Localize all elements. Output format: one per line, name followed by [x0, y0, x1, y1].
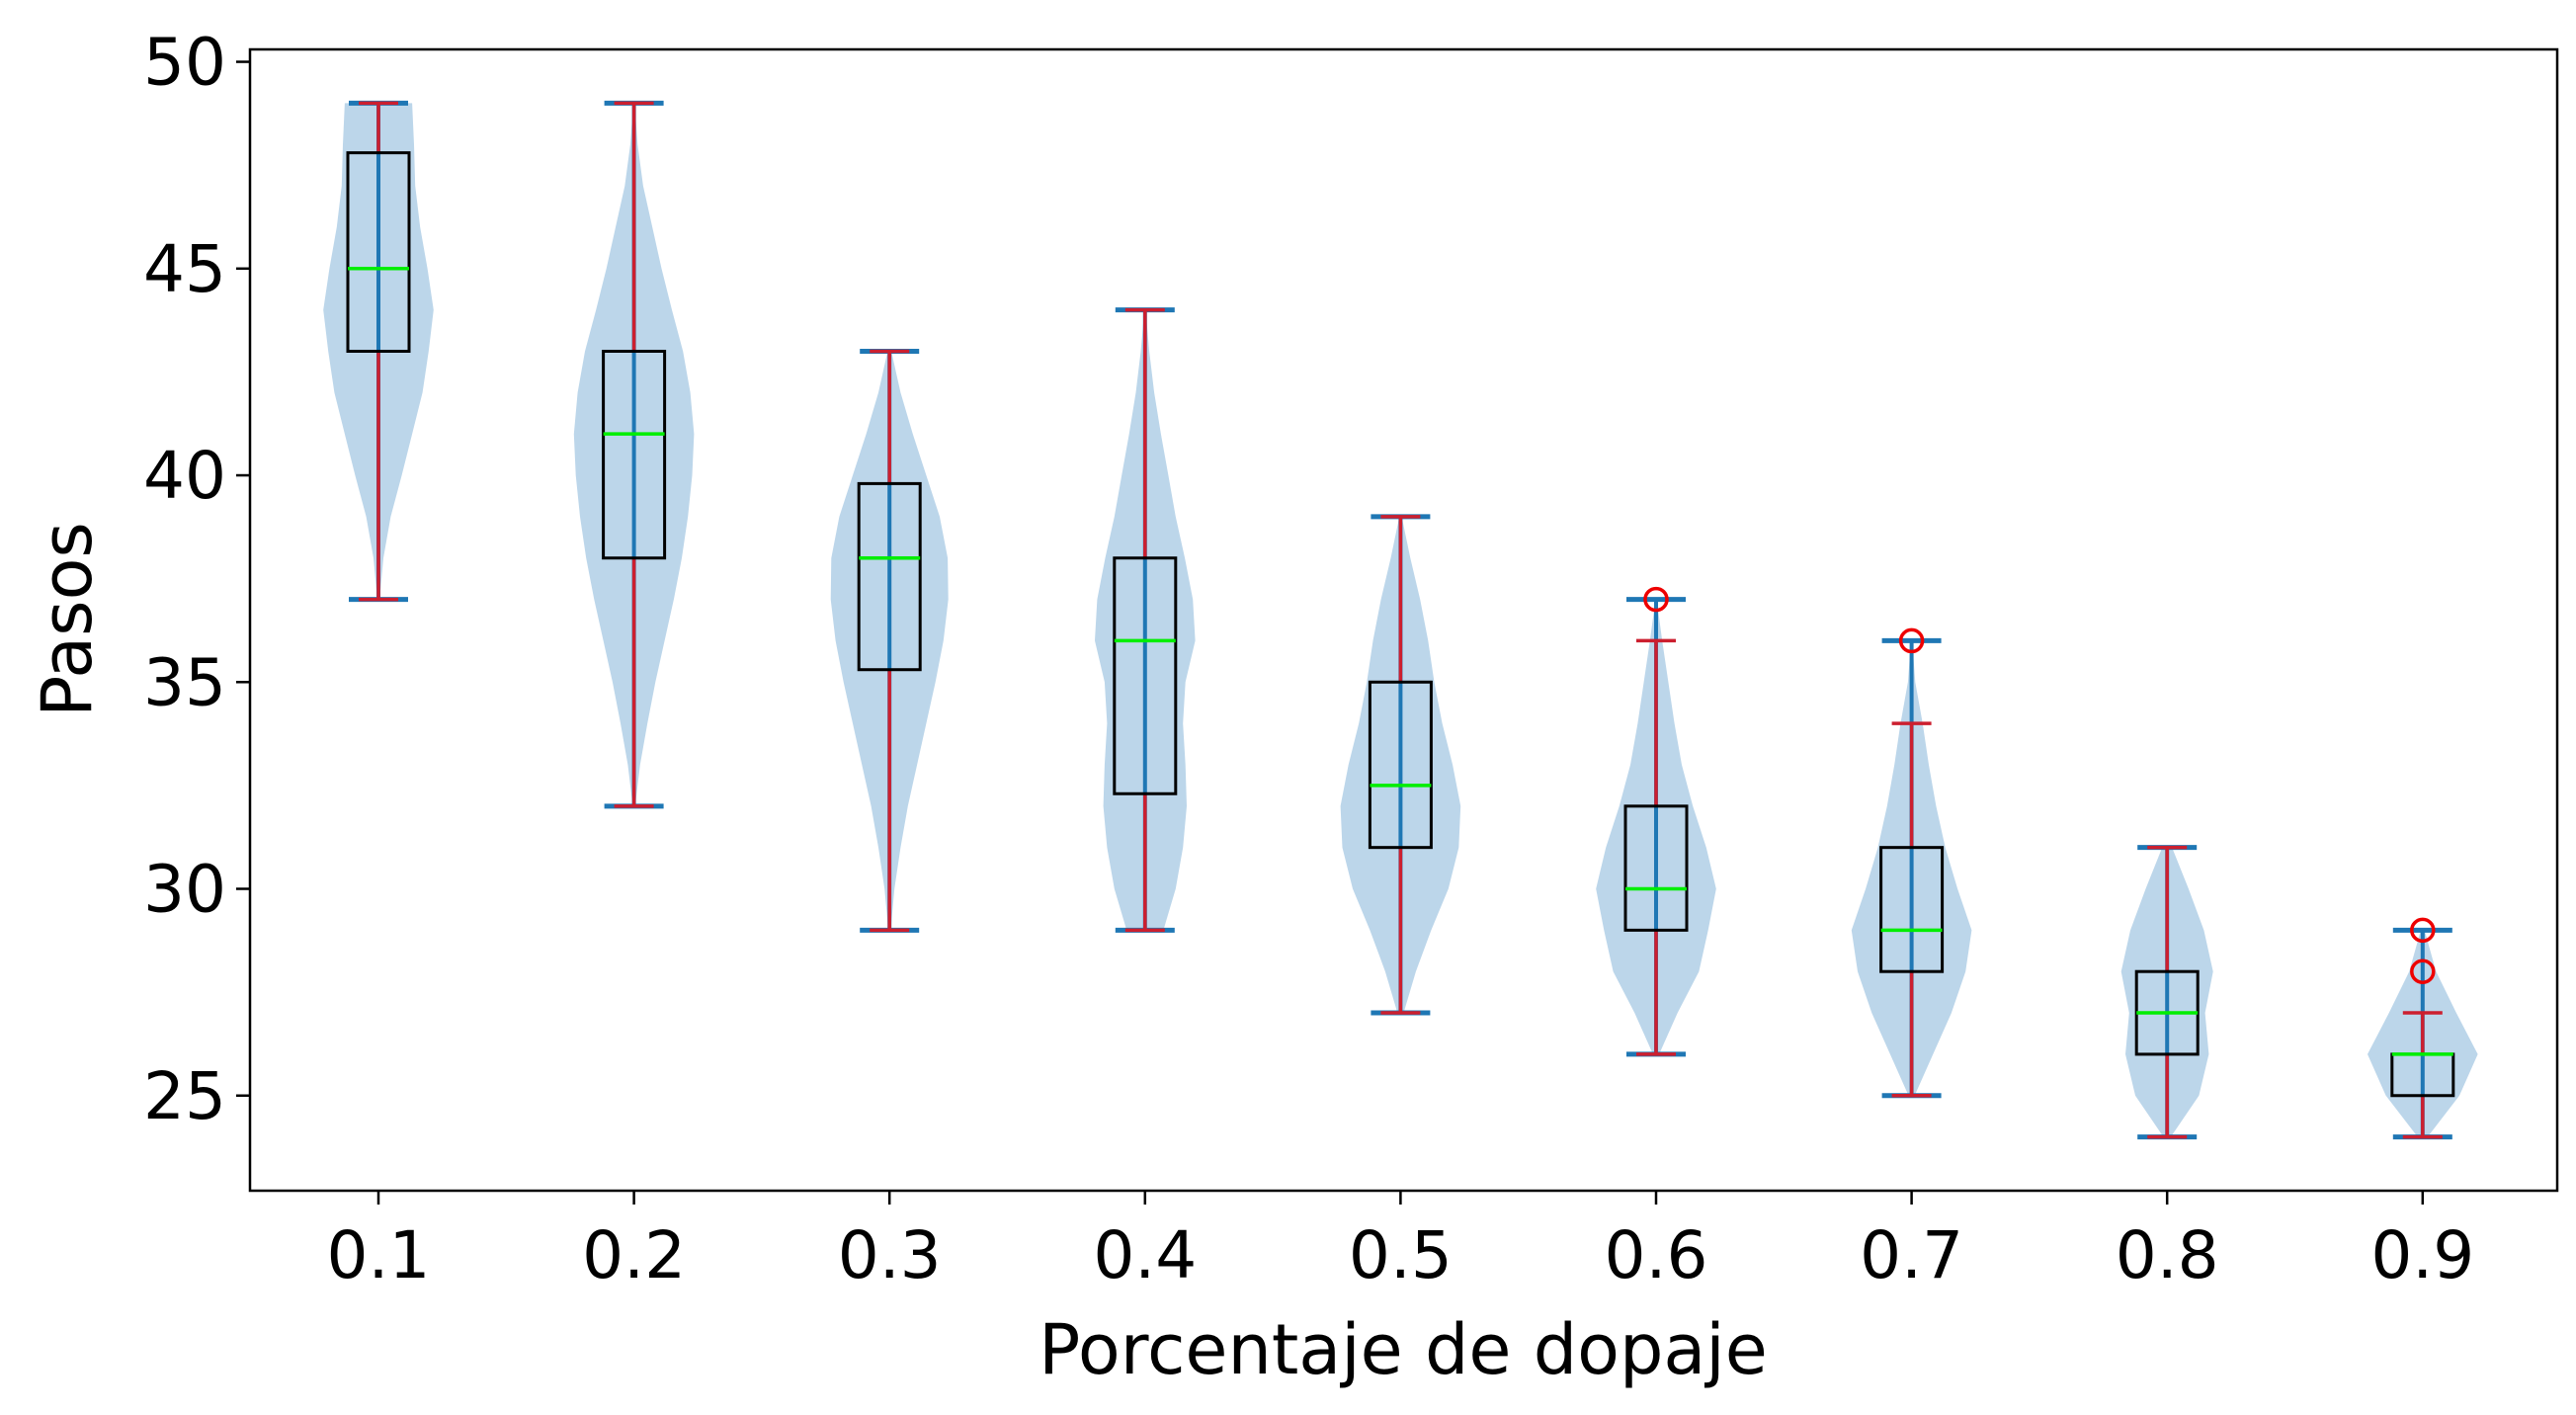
- x-tick-label: 0.3: [838, 1217, 942, 1293]
- x-tick-label: 0.9: [2370, 1217, 2474, 1293]
- iqr-box: [346, 151, 411, 353]
- outlier-point: [1643, 586, 1669, 613]
- iqr-box: [602, 349, 667, 560]
- plot-frame: [248, 47, 2559, 1193]
- iqr-box: [1368, 680, 1433, 850]
- iqr-box: [857, 481, 922, 672]
- iqr-box: [1623, 804, 1689, 932]
- x-tick-label: 0.1: [327, 1217, 431, 1293]
- outlier-point: [1898, 627, 1925, 654]
- outlier-point: [2410, 958, 2436, 984]
- iqr-box: [1879, 846, 1945, 973]
- x-tick-label: 0.6: [1605, 1217, 1708, 1293]
- y-tick-label: 40: [143, 438, 226, 514]
- y-tick-label: 35: [143, 644, 226, 720]
- y-tick-label: 25: [143, 1058, 226, 1134]
- y-axis: 25 30 35 40 45 50: [143, 25, 250, 1134]
- x-tick-label: 0.4: [1093, 1217, 1197, 1293]
- x-tick-label: 0.2: [582, 1217, 686, 1293]
- x-axis: 0.1 0.2 0.3 0.4 0.5 0.6 0.7 0.8 0.9: [327, 1191, 2474, 1293]
- x-tick-label: 0.5: [1349, 1217, 1453, 1293]
- x-axis-label: Porcentaje de dopaje: [1039, 1309, 1768, 1390]
- x-tick-label: 0.7: [1860, 1217, 1963, 1293]
- y-axis-label: Pasos: [27, 522, 108, 717]
- y-tick-label: 45: [143, 231, 226, 307]
- iqr-box: [1113, 556, 1178, 795]
- boxes-layer: [346, 101, 2455, 1139]
- y-tick-label: 50: [143, 25, 226, 101]
- x-tick-label: 0.8: [2116, 1217, 2219, 1293]
- y-tick-label: 30: [143, 852, 226, 928]
- outlier-point: [2410, 917, 2436, 944]
